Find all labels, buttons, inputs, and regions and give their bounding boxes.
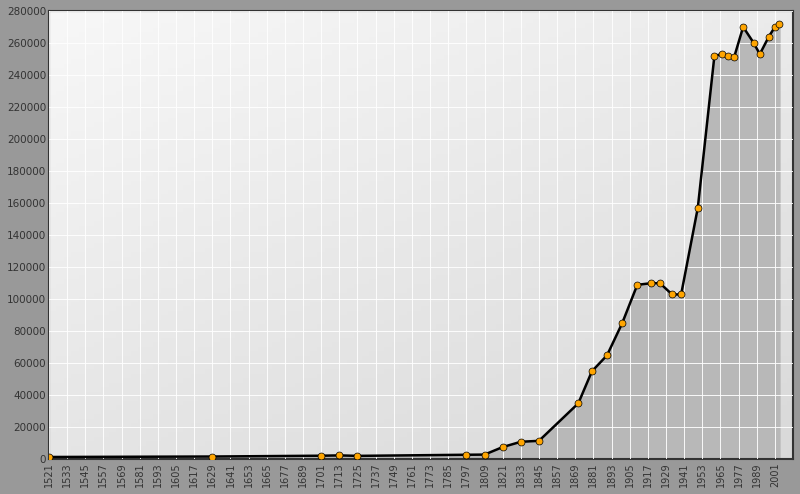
Point	[645, 279, 658, 287]
Point	[722, 52, 734, 60]
Point	[654, 279, 666, 287]
Point	[333, 452, 346, 459]
Point	[674, 290, 687, 298]
Point	[769, 23, 782, 31]
Point	[572, 399, 585, 407]
Point	[460, 451, 473, 459]
Point	[586, 368, 598, 375]
Point	[691, 204, 704, 212]
Point	[42, 453, 55, 461]
Point	[601, 351, 614, 359]
Point	[496, 443, 509, 451]
Point	[747, 39, 760, 47]
Point	[728, 53, 741, 61]
Point	[351, 452, 364, 460]
Point	[314, 452, 327, 460]
Point	[708, 52, 721, 60]
Point	[773, 20, 786, 28]
Point	[616, 319, 629, 327]
Point	[631, 281, 644, 289]
Point	[478, 451, 491, 458]
Point	[514, 438, 527, 446]
Point	[666, 290, 678, 298]
Point	[206, 453, 218, 460]
Point	[533, 437, 546, 445]
Point	[754, 50, 766, 58]
Point	[737, 23, 750, 31]
Point	[715, 50, 728, 58]
Point	[762, 33, 775, 41]
